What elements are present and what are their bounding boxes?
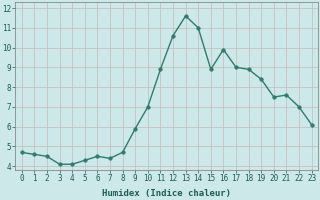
X-axis label: Humidex (Indice chaleur): Humidex (Indice chaleur) bbox=[102, 189, 231, 198]
